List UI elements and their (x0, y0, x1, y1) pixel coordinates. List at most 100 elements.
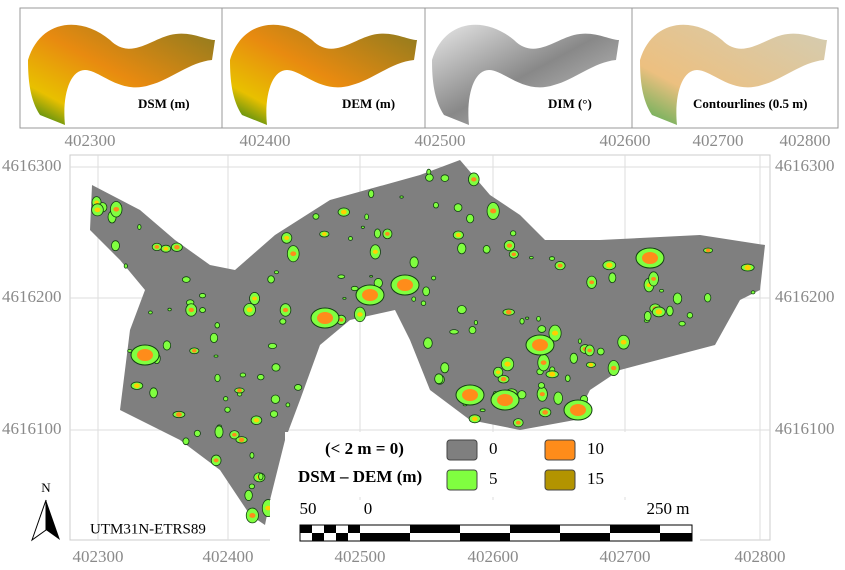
patch (124, 264, 127, 268)
patch-core (490, 209, 496, 214)
panel-label: DIM (°) (548, 96, 592, 111)
patch (704, 293, 710, 301)
patch-core (589, 363, 594, 367)
patch (183, 438, 189, 445)
patch (361, 226, 364, 228)
patch-core (341, 210, 347, 215)
patch (426, 174, 434, 181)
patch (215, 323, 220, 328)
patch (259, 473, 264, 480)
scale-segment (460, 533, 510, 541)
patch-core (214, 458, 219, 462)
patch (150, 388, 158, 398)
panel-dem: DEM (m) (230, 25, 417, 125)
scale-segment (610, 525, 660, 533)
patch (348, 237, 352, 241)
patch-core (496, 370, 501, 374)
legend-label: 0 (489, 439, 498, 458)
patch-core (397, 279, 413, 291)
x-tick-label: 402700 (600, 547, 651, 566)
patch-core (570, 404, 586, 416)
scale-segment (348, 525, 360, 533)
patch-core (656, 309, 662, 314)
scale-segment (360, 533, 410, 541)
patch-core (512, 253, 517, 257)
patch (286, 403, 290, 407)
patch (149, 311, 153, 314)
patch (751, 291, 755, 294)
top-tick-label: 402700 (693, 131, 744, 150)
patch (168, 308, 171, 311)
scale-segment (510, 525, 560, 533)
panel-label: DSM (m) (138, 96, 190, 111)
patch (570, 353, 577, 363)
scale-segment (324, 525, 336, 533)
patch (210, 333, 217, 342)
north-arrow: N (32, 480, 60, 540)
patch (313, 214, 319, 220)
patch-core (558, 264, 563, 268)
scale-segment (660, 533, 692, 541)
patch (458, 243, 466, 254)
patch-core (362, 289, 378, 301)
patch (578, 339, 581, 344)
patch-core (506, 310, 512, 315)
patch (215, 426, 223, 438)
patch-core (549, 372, 555, 377)
patch (280, 319, 286, 324)
legend-swatch (545, 440, 575, 460)
patch-core (504, 362, 510, 367)
patch (474, 320, 477, 324)
legend-label: 10 (587, 439, 604, 458)
legend-swatch (447, 470, 477, 490)
patch (268, 276, 275, 283)
patch (111, 241, 119, 251)
patch (525, 317, 528, 319)
patch (138, 225, 141, 230)
patch (549, 257, 554, 261)
patch (368, 190, 373, 198)
patch-core (516, 421, 521, 425)
patch (225, 407, 230, 412)
patch-core (589, 280, 594, 284)
x-tick-label: 402300 (73, 547, 124, 566)
patch-core (163, 247, 168, 251)
patch-core (507, 244, 512, 248)
scale-bar: 50 0 250 m (270, 499, 700, 550)
patch (258, 374, 265, 379)
patch (351, 286, 358, 290)
patch (520, 318, 524, 324)
patch (182, 277, 190, 283)
scale-segment (410, 525, 460, 533)
patch-core (137, 349, 153, 361)
patch-core (189, 308, 194, 312)
scale-label: 50 (300, 499, 317, 518)
patch (667, 306, 674, 316)
patch (272, 364, 280, 371)
patch (200, 308, 206, 313)
patch-core (290, 251, 296, 256)
patch-core (706, 249, 711, 253)
patch-core (155, 245, 160, 249)
patch (370, 276, 373, 278)
patch (250, 453, 254, 459)
patch (245, 490, 253, 500)
patch (609, 273, 616, 283)
patch (467, 214, 474, 223)
panel-label: DEM (m) (342, 96, 395, 111)
patch-core (540, 392, 545, 396)
top-tick-label: 402600 (600, 131, 651, 150)
north-label: N (41, 480, 51, 495)
patch-core (587, 349, 592, 353)
patch-core (651, 277, 656, 281)
patch-core (744, 265, 750, 270)
patch (374, 229, 380, 238)
page: DSM (m) DEM (m) DIM (°) Contourlines (0.… (0, 0, 845, 570)
patch-core (192, 349, 197, 353)
patch-core (471, 177, 476, 181)
patch-core (606, 263, 612, 268)
y-tick-label: 4616200 (775, 287, 835, 306)
patch-core (541, 360, 547, 365)
patch-core (462, 389, 478, 401)
